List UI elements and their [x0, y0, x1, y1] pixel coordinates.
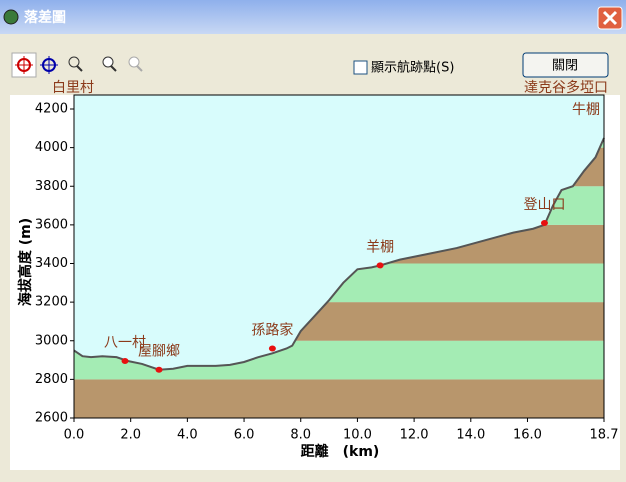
x-tick-label: 0.0 — [64, 428, 85, 443]
y-tick-label: 3800 — [35, 179, 68, 194]
x-tick-label: 12.0 — [400, 428, 429, 443]
plot: 2600 2800 3000 3200 3400 3600 3800 4000 4200 0.0 2… — [17, 94, 619, 460]
close-button[interactable] — [522, 52, 609, 78]
tool-zoom-out[interactable] — [128, 56, 140, 68]
y-tick-label: 4200 — [35, 102, 68, 117]
waypoint-label: 屋腳鄉 — [138, 344, 180, 360]
tool-zoom-in[interactable] — [102, 56, 114, 68]
x-tick-label: 16.0 — [513, 428, 542, 443]
y-tick-label: 3000 — [35, 333, 68, 348]
tool-zoom[interactable] — [68, 56, 80, 68]
title-bar — [0, 0, 626, 34]
waypoint-label: 八一村 — [104, 335, 146, 351]
waypoint-label: 登山口 — [523, 197, 565, 213]
y-tick-label: 3400 — [35, 256, 68, 271]
checkbox[interactable] — [353, 60, 368, 75]
x-tick-label: 4.0 — [177, 428, 198, 443]
y-tick-label: 2800 — [35, 372, 68, 387]
waypoint-label: 羊棚 — [366, 239, 394, 255]
plot-frame — [73, 94, 605, 419]
waypoint — [540, 219, 548, 226]
waypoint — [268, 345, 276, 352]
band — [74, 379, 604, 418]
x-axis-label: 距離 (km) — [301, 443, 380, 460]
checkbox-label[interactable]: 顯示航跡點(S) — [371, 60, 454, 76]
close-button-label[interactable]: 關閉 — [552, 59, 578, 74]
waypoint-label: 牛棚 — [572, 102, 600, 118]
waypoint — [155, 366, 163, 373]
y-axis-label: 海拔高度 (m) — [17, 218, 34, 306]
start-label: 白里村 — [52, 80, 94, 96]
close-x[interactable] — [597, 6, 623, 30]
x-tick-label: 14.0 — [456, 428, 485, 443]
y-tick-label: 3600 — [35, 217, 68, 232]
app-icon — [3, 9, 19, 25]
x-tick-label: 2.0 — [120, 428, 141, 443]
waypoint-label: 孫路家 — [251, 321, 293, 338]
y-tick-label: 4000 — [35, 140, 68, 155]
end-label: 達克谷多埡口 — [524, 79, 608, 96]
x-tick-label: 6.0 — [234, 428, 255, 443]
x-tick-label: 10.0 — [343, 428, 372, 443]
y-tick-label: 2600 — [35, 411, 68, 426]
waypoint — [376, 262, 384, 269]
waypoint — [121, 358, 129, 365]
x-tick-label: 18.7 — [590, 428, 619, 443]
x-tick-label: 8.0 — [290, 428, 311, 443]
window-title: 落差圖 — [24, 9, 66, 26]
toolbar — [11, 52, 143, 78]
y-tick-label: 3200 — [35, 295, 68, 310]
